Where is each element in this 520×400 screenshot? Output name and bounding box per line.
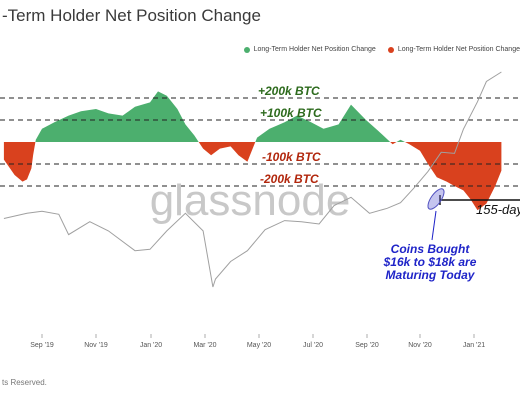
x-tick-label-3: Mar '20: [193, 342, 216, 349]
legend-item-positive[interactable]: Long-Term Holder Net Position Change: [243, 46, 376, 53]
x-tick-label-1: Nov '19: [84, 342, 108, 349]
highlight-ellipse: [427, 188, 445, 210]
legend-label-negative: Long-Term Holder Net Position Change: [397, 46, 520, 53]
positive-area-1: [35, 91, 199, 142]
x-axis: Sep '19 Nov '19 Jan '20 Mar '20 May '20 Jul '…: [30, 334, 485, 349]
area-layer: [3, 91, 502, 211]
annotations-layer: +200k BTC +100k BTC -100k BTC -200k BTC 155-…: [258, 84, 520, 282]
price-line: [3, 71, 502, 288]
x-tick-label-2: Jan '20: [140, 342, 162, 349]
x-tick-label-4: May '20: [247, 342, 271, 349]
positive-area-5: [396, 139, 405, 142]
callout-line-0: Coins Bought: [391, 242, 471, 256]
label-plus100: +100k BTC: [260, 106, 322, 120]
label-155-day: 155-day: [476, 202, 520, 217]
watermark-text: glassnode: [150, 176, 351, 225]
label-minus200: -200k BTC: [260, 172, 319, 186]
negative-area-2: [198, 142, 256, 162]
negative-area-0: [3, 142, 36, 182]
price-layer: [3, 71, 502, 288]
label-minus100: -100k BTC: [262, 150, 321, 164]
label-plus200: +200k BTC: [258, 84, 320, 98]
legend-item-negative[interactable]: Long-Term Holder Net Position Change: [387, 46, 520, 53]
legend-dot-positive: [243, 46, 250, 53]
negative-area-4: [390, 142, 397, 145]
x-tick-label-6: Sep '20: [355, 342, 379, 349]
legend-dot-negative: [387, 46, 394, 53]
negative-area-6: [405, 142, 502, 211]
x-tick-label-8: Jan '21: [463, 342, 485, 349]
footer-text: ts Reserved.: [2, 378, 47, 387]
callout-line: [431, 210, 437, 241]
x-tick-label-5: Jul '20: [303, 342, 323, 349]
legend: Long-Term Holder Net Position Change Lon…: [243, 46, 520, 53]
x-tick-label-7: Nov '20: [408, 342, 432, 349]
chart-title: -Term Holder Net Position Change: [2, 6, 261, 25]
positive-area-3: [255, 104, 391, 142]
callout-line-2: Maturing Today: [386, 268, 476, 282]
legend-label-positive: Long-Term Holder Net Position Change: [253, 46, 376, 53]
callout-line-1: $16k to $18k are: [383, 255, 477, 269]
x-tick-label-0: Sep '19: [30, 342, 54, 349]
